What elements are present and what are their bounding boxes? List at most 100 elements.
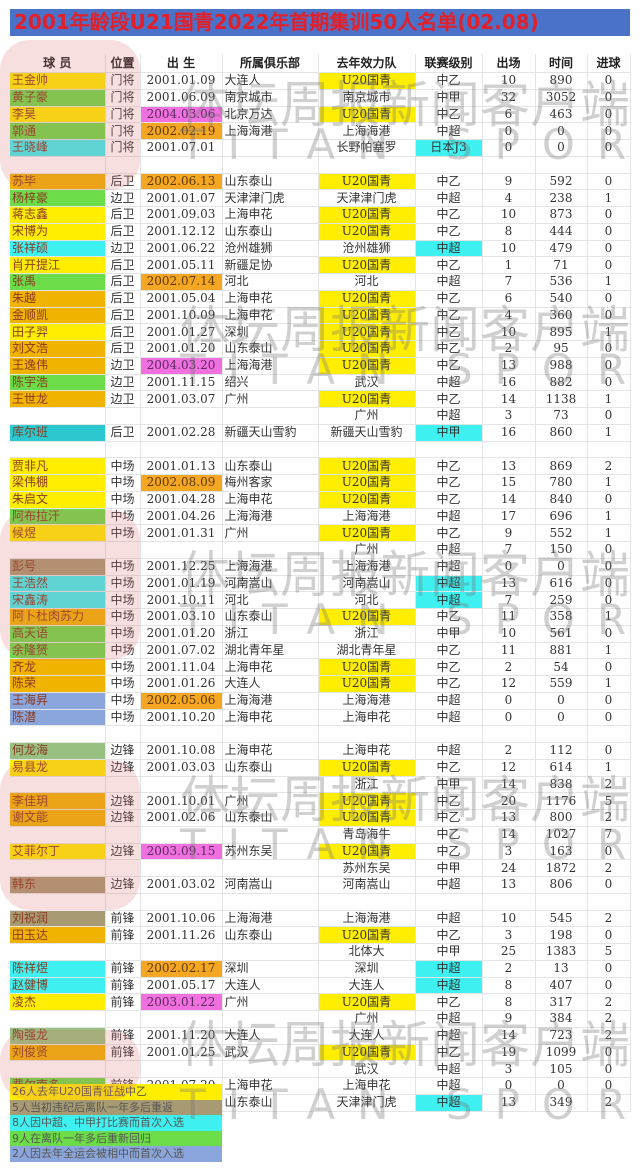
player-name-cell: 朱越 <box>10 290 106 308</box>
minutes-cell: 780 <box>535 474 588 492</box>
last-team-cell: U20国青 <box>318 106 416 124</box>
club-cell: 上海海港 <box>222 508 319 526</box>
goals-cell: 0 <box>587 926 631 944</box>
league-cell: 中乙 <box>415 206 483 224</box>
birth-date-cell: 2001.10.01 <box>140 792 223 810</box>
last-team-cell: U20国青 <box>318 357 416 375</box>
table-row: 王浩然 中场 2001.01.19 河南嵩山 河南嵩山 中超 13 616 0 <box>10 575 631 593</box>
league-cell <box>415 156 483 174</box>
club-cell: 深圳 <box>222 323 319 341</box>
player-name-cell: 陈荣 <box>10 675 106 693</box>
last-team-cell: 河南嵩山 <box>318 575 416 593</box>
position-cell: 门将 <box>105 122 141 140</box>
birth-date-cell: 2001.11.15 <box>140 374 223 392</box>
club-cell: 上海申花 <box>222 307 319 325</box>
goals-cell: 7 <box>587 826 631 844</box>
table-row: 宋鑫涛 中场 2001.10.11 河北 河北 中超 7 259 0 <box>10 591 631 609</box>
minutes-cell: 559 <box>535 675 588 693</box>
player-name-cell <box>10 407 106 425</box>
league-cell: 中乙 <box>415 357 483 375</box>
league-cell: 中超 <box>415 374 483 392</box>
minutes-cell: 536 <box>535 273 588 291</box>
table-row: 蒋志鑫 后卫 2001.09.03 上海申花 U20国青 中乙 10 873 0 <box>10 206 631 224</box>
goals-cell: 0 <box>587 1060 631 1078</box>
player-name-cell: 库尔班 <box>10 424 106 442</box>
appearances-cell: 32 <box>482 89 536 107</box>
position-cell: 后卫 <box>105 424 141 442</box>
club-cell: 大连人 <box>222 675 319 693</box>
club-cell <box>222 1010 319 1028</box>
last-team-cell: 北体大 <box>318 943 416 961</box>
birth-date-cell: 2001.05.11 <box>140 256 223 274</box>
col-header-birth: 出 生 <box>140 54 223 73</box>
player-name-cell: 肖开提江 <box>10 256 106 274</box>
last-team-cell: 河北 <box>318 273 416 291</box>
table-row: 黄子豪 门将 2001.06.09 南京城市 南京城市 中甲 32 3052 0 <box>10 89 631 107</box>
legend-item: 26人去年U20国青征战中乙 <box>10 1084 222 1100</box>
position-cell: 中场 <box>105 692 141 710</box>
birth-date-cell: 2001.10.20 <box>140 709 223 727</box>
last-team-cell: 上海海港 <box>318 122 416 140</box>
player-name-cell: 何龙海 <box>10 742 106 760</box>
birth-date-cell: 2001.01.26 <box>140 675 223 693</box>
table-row: 何龙海 边锋 2001.10.08 上海申花 上海申花 中超 2 112 0 <box>10 742 631 760</box>
goals-cell: 2 <box>587 1010 631 1028</box>
birth-date-cell: 2001.01.27 <box>140 323 223 341</box>
minutes-cell: 198 <box>535 926 588 944</box>
minutes-cell: 614 <box>535 759 588 777</box>
goals-cell: 2 <box>587 1094 631 1112</box>
appearances-cell: 2 <box>482 658 536 676</box>
club-cell <box>222 859 319 877</box>
position-cell: 中场 <box>105 625 141 643</box>
position-cell: 中场 <box>105 558 141 576</box>
minutes-cell: 540 <box>535 290 588 308</box>
appearances-cell: 13 <box>482 1094 536 1112</box>
position-cell: 后卫 <box>105 307 141 325</box>
league-cell: 中超 <box>415 1060 483 1078</box>
minutes-cell: 869 <box>535 457 588 475</box>
club-cell: 浙江 <box>222 625 319 643</box>
minutes-cell: 545 <box>535 910 588 928</box>
player-name-cell: 阿布拉汗 <box>10 508 106 526</box>
player-name-cell: 凌杰 <box>10 993 106 1011</box>
appearances-cell: 0 <box>482 692 536 710</box>
club-cell <box>222 1060 319 1078</box>
table-row: 宋博为 后卫 2001.12.12 山东泰山 U20国青 中乙 8 444 0 <box>10 223 631 241</box>
position-cell <box>105 541 141 559</box>
appearances-cell: 13 <box>482 809 536 827</box>
last-team-cell: 上海申花 <box>318 1077 416 1095</box>
last-team-cell: U20国青 <box>318 675 416 693</box>
position-cell: 中场 <box>105 474 141 492</box>
league-cell: 中乙 <box>415 256 483 274</box>
league-cell: 中甲 <box>415 625 483 643</box>
goals-cell: 1 <box>587 273 631 291</box>
goals-cell: 5 <box>587 943 631 961</box>
birth-date-cell: 2002.07.14 <box>140 273 223 291</box>
table-row: 陶强龙 前锋 2001.11.20 大连人 大连人 中超 14 723 2 <box>10 1027 631 1045</box>
position-cell: 后卫 <box>105 273 141 291</box>
appearances-cell: 16 <box>482 374 536 392</box>
birth-date-cell: 2001.02.06 <box>140 809 223 827</box>
last-team-cell: U20国青 <box>318 390 416 408</box>
birth-date-cell: 2001.12.25 <box>140 558 223 576</box>
appearances-cell: 10 <box>482 625 536 643</box>
club-cell: 河北 <box>222 591 319 609</box>
minutes-cell: 13 <box>535 960 588 978</box>
player-name-cell: 韩东 <box>10 876 106 894</box>
position-cell: 边锋 <box>105 843 141 861</box>
minutes-cell: 840 <box>535 491 588 509</box>
league-cell: 中乙 <box>415 457 483 475</box>
appearances-cell: 12 <box>482 759 536 777</box>
position-cell: 中场 <box>105 524 141 542</box>
player-name-cell: 王晓峰 <box>10 139 106 157</box>
minutes-cell: 463 <box>535 106 588 124</box>
birth-date-cell: 2001.01.09 <box>140 72 223 90</box>
player-name-cell: 杨梓豪 <box>10 189 106 207</box>
legend-item: 9人在离队一年多后重新回归 <box>10 1130 222 1146</box>
club-cell: 山东泰山 <box>222 173 319 191</box>
goals-cell: 0 <box>587 139 631 157</box>
position-cell: 后卫 <box>105 340 141 358</box>
position-cell: 边锋 <box>105 792 141 810</box>
goals-cell: 2 <box>587 809 631 827</box>
last-team-cell: 天津津门虎 <box>318 189 416 207</box>
